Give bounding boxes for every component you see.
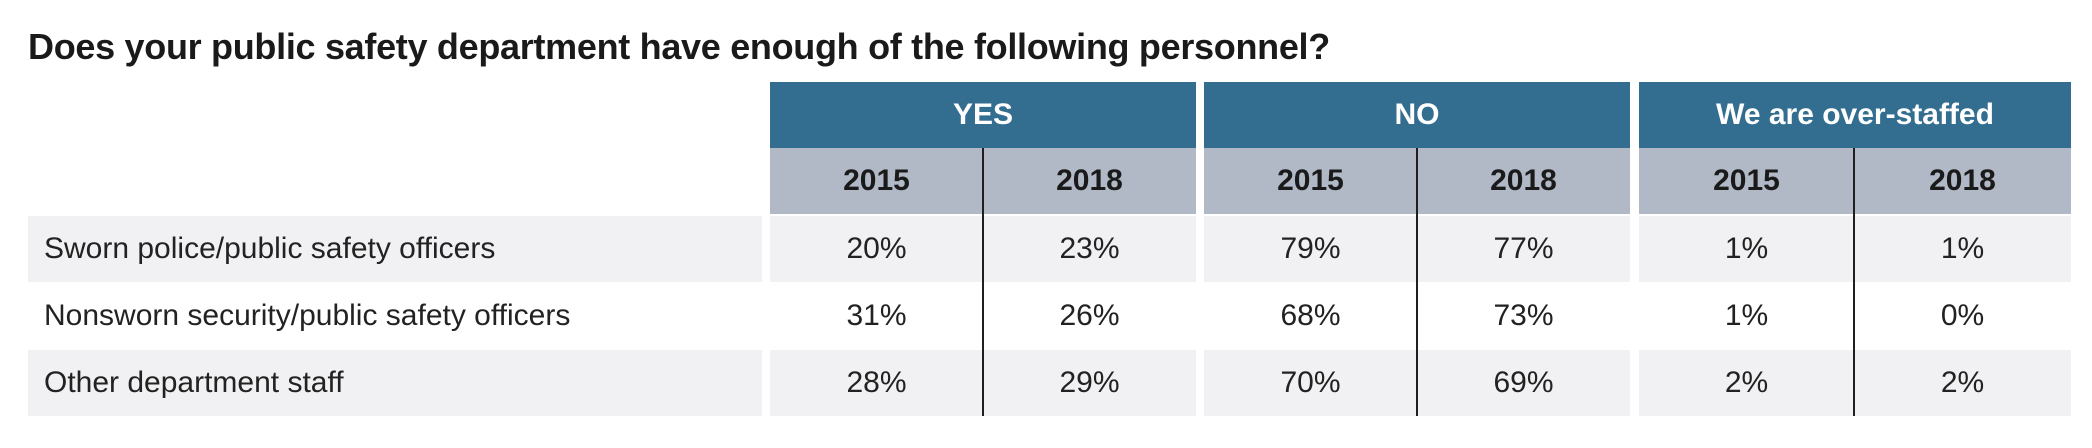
cell-other-no-2015: 70% <box>1204 350 1417 416</box>
group-header-no: NO <box>1204 82 1630 148</box>
cell-nonsworn-over-2018: 0% <box>1940 299 1985 332</box>
year-header-no-2018: 2018 <box>1417 148 1630 214</box>
chart-title: Does your public safety department have … <box>28 26 1330 67</box>
cell-other-over-2015: 2% <box>1639 350 1854 416</box>
group-header-yes: YES <box>770 82 1196 148</box>
cell-sworn-over-2015: 1% <box>1639 216 1854 282</box>
row-label-sworn: Sworn police/public safety officers <box>28 216 762 282</box>
cell-other-yes-2018: 29% <box>983 350 1196 416</box>
year-header-over-2015: 2015 <box>1639 148 1854 214</box>
cell-sworn-yes-2018: 23% <box>983 216 1196 282</box>
year-header-yes-2018: 2018 <box>983 148 1196 214</box>
row-label-other-staff: Other department staff <box>28 350 762 416</box>
cell-sworn-no-2018: 77% <box>1417 216 1630 282</box>
cell-nonsworn-no-2015: 68% <box>1280 299 1341 332</box>
divider-over-staffed <box>1853 148 1855 416</box>
cell-other-yes-2015: 28% <box>770 350 983 416</box>
year-header-yes-2015: 2015 <box>770 148 983 214</box>
cell-sworn-over-2018: 1% <box>1854 216 2071 282</box>
cell-other-over-2018: 2% <box>1854 350 2071 416</box>
divider-no <box>1416 148 1418 416</box>
cell-sworn-yes-2015: 20% <box>770 216 983 282</box>
cell-nonsworn-yes-2018: 26% <box>1059 299 1120 332</box>
row-label-nonsworn: Nonsworn security/public safety officers <box>44 299 571 332</box>
year-header-no-2015: 2015 <box>1204 148 1417 214</box>
cell-nonsworn-yes-2015: 31% <box>846 299 907 332</box>
cell-other-no-2018: 69% <box>1417 350 1630 416</box>
year-header-over-2018: 2018 <box>1854 148 2071 214</box>
divider-yes <box>982 148 984 416</box>
group-header-over-staffed: We are over-staffed <box>1639 82 2071 148</box>
cell-nonsworn-over-2015: 1% <box>1724 299 1769 332</box>
cell-nonsworn-no-2018: 73% <box>1493 299 1554 332</box>
cell-sworn-no-2015: 79% <box>1204 216 1417 282</box>
